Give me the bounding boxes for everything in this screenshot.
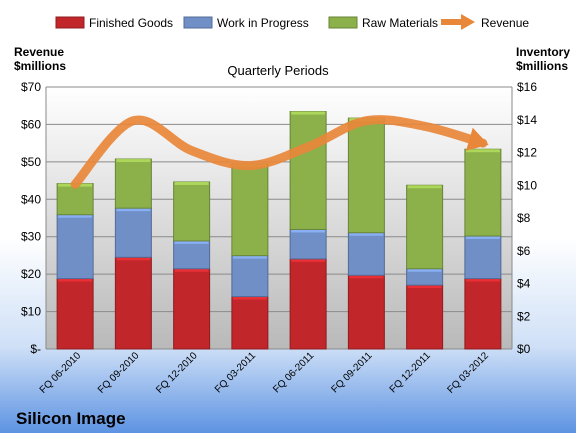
right-tick-label: $4 <box>517 277 531 291</box>
legend-label: Raw Materials <box>362 16 438 30</box>
legend-label: Work in Progress <box>217 16 309 30</box>
bar-work-in-progress <box>173 240 211 270</box>
legend-label: Finished Goods <box>89 16 173 30</box>
legend-swatch <box>183 16 213 29</box>
bar-highlight <box>116 159 151 163</box>
bar-highlight <box>465 278 500 282</box>
bar-highlight <box>407 268 442 272</box>
bar-work-in-progress <box>464 235 502 280</box>
bar-finished-goods <box>406 284 444 350</box>
right-tick-label: $16 <box>517 80 537 94</box>
bar-highlight <box>174 181 209 185</box>
revenue-arrowhead <box>466 127 489 151</box>
bar-highlight <box>465 236 500 240</box>
right-tick-label: $6 <box>517 244 531 258</box>
revenue-line <box>70 115 489 189</box>
right-tick-label: $0 <box>517 342 531 356</box>
bar-raw-materials <box>289 111 327 230</box>
bar-work-in-progress <box>231 255 269 298</box>
chart-title: Quarterly Periods <box>227 63 329 78</box>
bar-highlight <box>291 229 326 233</box>
left-tick-label: $60 <box>21 117 41 131</box>
bar-finished-goods <box>464 278 502 350</box>
bar-work-in-progress <box>289 228 327 260</box>
left-tick-label: $- <box>30 342 41 356</box>
right-tick-label: $2 <box>517 309 531 323</box>
bar-finished-goods <box>289 258 327 350</box>
bar-highlight <box>174 240 209 244</box>
bar-highlight <box>58 278 93 282</box>
bar-highlight <box>407 285 442 289</box>
bar-finished-goods <box>173 268 211 350</box>
right-tick-label: $10 <box>517 178 537 192</box>
right-axis-label-line1: Inventory <box>516 45 570 59</box>
bar-highlight <box>174 268 209 272</box>
left-tick-label: $30 <box>21 230 41 244</box>
legend-arrow-swatch <box>461 14 475 30</box>
bar-finished-goods <box>347 274 385 350</box>
bars <box>56 111 502 350</box>
company-name: Silicon Image <box>16 409 126 428</box>
right-axis-label-line2: $millions <box>516 59 568 73</box>
right-tick-label: $12 <box>517 146 537 160</box>
legend-swatch <box>55 16 85 29</box>
bar-raw-materials <box>114 158 152 209</box>
left-axis-label-line2: $millions <box>14 59 66 73</box>
left-tick-label: $50 <box>21 155 41 169</box>
legend-label: Revenue <box>481 16 529 30</box>
right-tick-label: $8 <box>517 211 531 225</box>
revenue-line-path <box>70 115 488 189</box>
bar-highlight <box>291 258 326 262</box>
left-tick-label: $10 <box>21 305 41 319</box>
bar-finished-goods <box>114 256 152 350</box>
bar-finished-goods <box>231 296 269 350</box>
legend: Finished Goods Work in Progress Raw Materi… <box>55 14 529 30</box>
legend-item: Raw Materials <box>328 16 438 30</box>
legend-item: Revenue <box>441 14 529 30</box>
bar-highlight <box>465 149 500 153</box>
bar-highlight <box>116 257 151 261</box>
legend-swatch <box>328 16 358 29</box>
bar-work-in-progress <box>114 207 152 258</box>
bar-work-in-progress <box>56 214 94 280</box>
bar-highlight <box>349 275 384 279</box>
bar-raw-materials <box>173 181 211 242</box>
left-tick-label: $40 <box>21 192 41 206</box>
bar-highlight <box>116 208 151 212</box>
right-tick-label: $14 <box>517 113 537 127</box>
bar-raw-materials <box>347 117 385 234</box>
bar-raw-materials <box>406 184 444 270</box>
legend-item: Finished Goods <box>55 16 173 30</box>
bar-raw-materials <box>464 148 502 237</box>
left-tick-label: $20 <box>21 267 41 281</box>
bar-work-in-progress <box>347 232 385 276</box>
legend-item: Work in Progress <box>183 16 309 30</box>
bar-finished-goods <box>56 278 94 350</box>
bar-highlight <box>232 255 267 259</box>
bar-highlight <box>232 296 267 300</box>
bar-highlight <box>291 111 326 115</box>
bar-highlight <box>58 214 93 218</box>
bar-highlight <box>407 185 442 189</box>
bar-highlight <box>349 232 384 236</box>
left-tick-label: $70 <box>21 80 41 94</box>
bar-raw-materials <box>231 163 269 257</box>
left-axis-label-line1: Revenue <box>14 45 64 59</box>
